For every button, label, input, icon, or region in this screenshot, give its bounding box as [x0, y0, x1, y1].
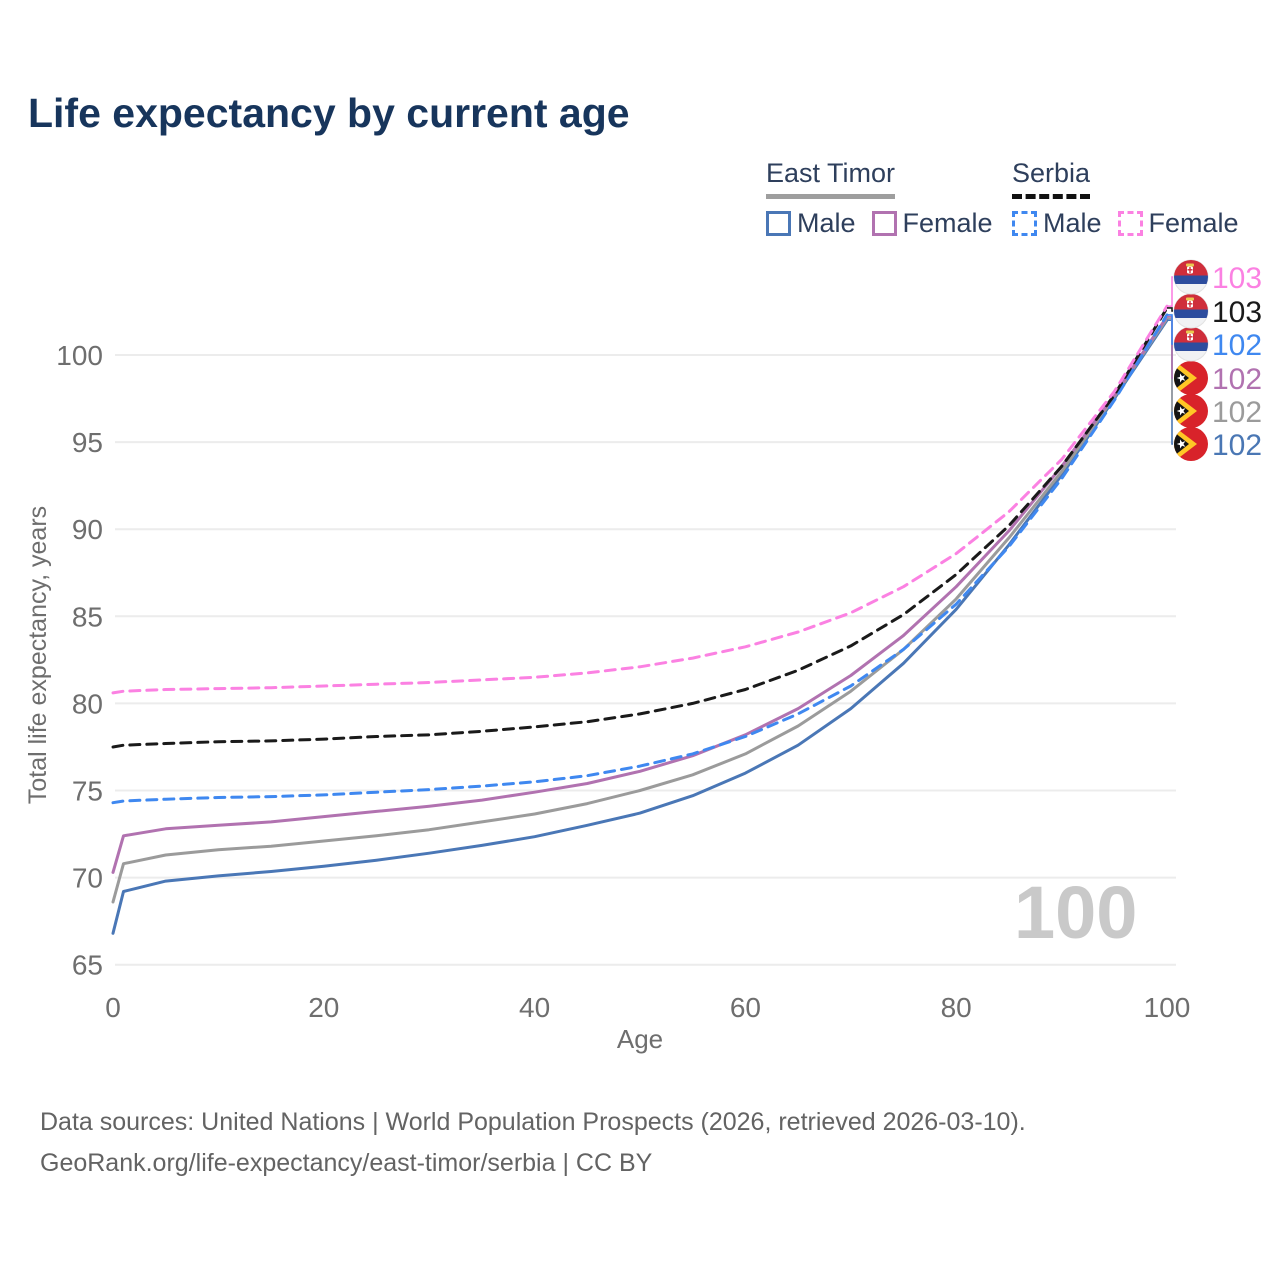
y-tick-label: 90 [72, 514, 103, 545]
legend-item-label: Male [797, 208, 856, 238]
serbia-male-swatch-icon [1012, 211, 1037, 236]
legend-item-label: Female [1148, 208, 1239, 238]
y-tick-label: 70 [72, 863, 103, 894]
y-tick-label: 75 [72, 776, 103, 807]
leader-line [1167, 307, 1173, 312]
east-timor-flag-icon [1174, 427, 1208, 461]
legend-country-serbia: Serbia [1012, 158, 1091, 199]
footer-attribution: GeoRank.org/life-expectancy/east-timor/s… [40, 1149, 653, 1177]
legend-item-label: Male [1043, 208, 1102, 238]
footer: Data sources: United Nations | World Pop… [40, 1102, 1026, 1184]
end-value-label: 102 [1212, 329, 1262, 362]
east-timor-flag-icon [1174, 394, 1208, 428]
y-tick-label: 95 [72, 427, 103, 458]
footer-data-sources: Data sources: United Nations | World Pop… [40, 1108, 1026, 1136]
legend-group-east-timor: East Timor Male Female [766, 158, 1009, 239]
x-tick-label: 20 [308, 992, 339, 1023]
end-value-label: 103 [1212, 296, 1262, 329]
east-timor-male-swatch-icon [766, 211, 791, 236]
y-tick-label: 80 [72, 688, 103, 719]
end-value-label: 102 [1212, 396, 1262, 429]
legend-item-east-timor-female[interactable]: Female [871, 208, 993, 239]
x-axis-title: Age [617, 1024, 663, 1054]
series-line-east-timor-total [111, 316, 1169, 904]
legend-items-serbia: Male Female [1012, 208, 1255, 239]
leader-line [1167, 276, 1173, 308]
legend-item-east-timor-male[interactable]: Male [766, 208, 856, 239]
end-value-label: 102 [1212, 429, 1262, 462]
end-value-label: 103 [1212, 262, 1262, 295]
x-tick-label: 60 [730, 992, 761, 1023]
end-value-label: 102 [1212, 363, 1262, 396]
legend-item-serbia-female[interactable]: Female [1117, 208, 1239, 239]
age-counter-watermark: 100 [1014, 871, 1138, 954]
y-tick-label: 100 [56, 340, 103, 371]
y-tick-label: 85 [72, 601, 103, 632]
series-line-serbia-female [111, 304, 1169, 695]
legend-country-east-timor: East Timor [766, 158, 896, 199]
series-line-serbia-male [111, 313, 1169, 805]
legend-group-serbia: Serbia Male Female [1012, 158, 1255, 239]
leader-line [1167, 314, 1173, 345]
y-tick-label: 65 [72, 950, 103, 981]
legend-item-serbia-male[interactable]: Male [1012, 208, 1102, 239]
serbia-female-swatch-icon [1117, 211, 1143, 236]
x-tick-label: 0 [105, 992, 121, 1023]
x-tick-label: 100 [1144, 992, 1191, 1023]
serbia-flag-icon [1173, 293, 1209, 329]
serbia-flag-icon [1173, 259, 1209, 295]
x-tick-label: 80 [941, 992, 972, 1023]
legend-items-east-timor: Male Female [766, 208, 1009, 239]
serbia-flag-icon [1173, 326, 1209, 362]
series-line-east-timor-female [111, 315, 1169, 874]
x-tick-label: 40 [519, 992, 550, 1023]
east-timor-female-swatch-icon [871, 211, 897, 236]
series-line-serbia-total [111, 306, 1169, 749]
y-axis-title: Total life expectancy, years [24, 506, 52, 804]
series-line-east-timor-male [111, 318, 1169, 935]
legend-item-label: Female [902, 208, 993, 238]
east-timor-flag-icon [1174, 361, 1208, 395]
page-title: Life expectancy by current age [28, 90, 630, 136]
leader-line [1167, 315, 1173, 379]
